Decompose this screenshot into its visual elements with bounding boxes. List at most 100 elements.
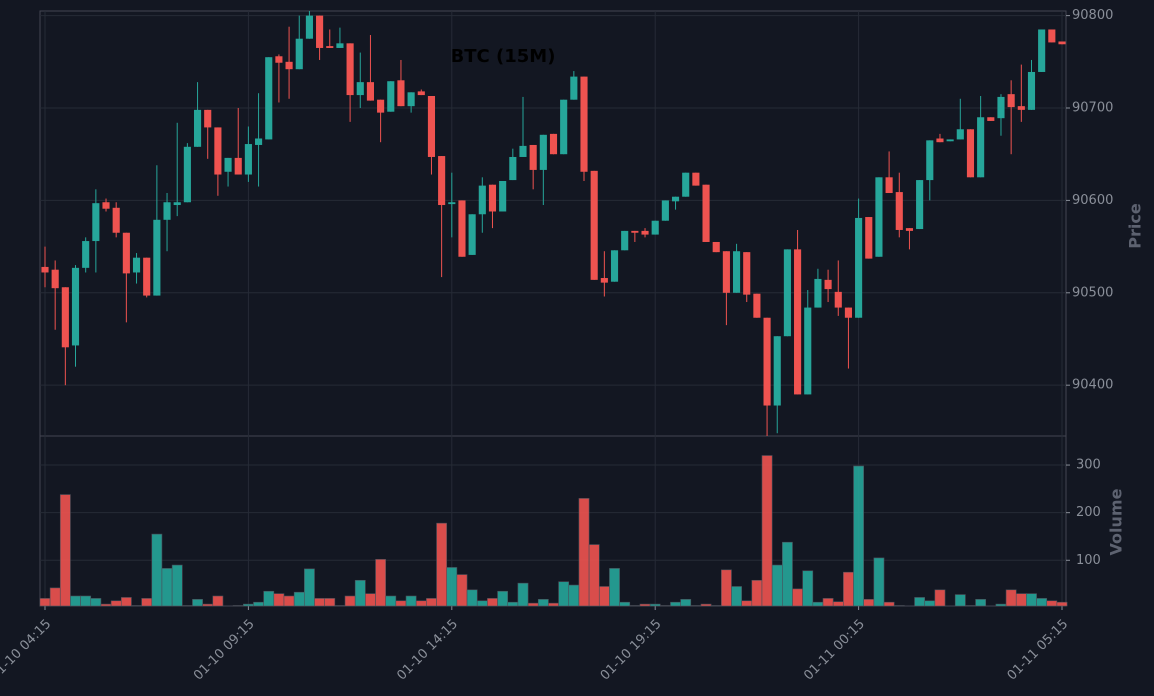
volume-bar <box>161 568 173 607</box>
x-tick-label: 01-11 05:15 <box>1005 617 1072 684</box>
volume-bar <box>853 465 864 607</box>
volume-bar <box>792 588 803 607</box>
volume-bar <box>639 603 651 607</box>
candle-body <box>407 92 415 107</box>
candle-body <box>997 96 1005 119</box>
volume-bar <box>883 601 895 607</box>
volume-bar <box>812 601 824 607</box>
candle-body <box>132 257 141 273</box>
candle-body <box>326 46 334 48</box>
candle-body <box>794 249 802 395</box>
candle-body <box>621 230 629 251</box>
candle-body <box>529 144 537 170</box>
candle-body <box>41 266 49 273</box>
candle-body <box>936 138 944 143</box>
candle-body <box>824 279 832 290</box>
candle-body <box>244 144 252 175</box>
x-tick-label: 01-10 09:15 <box>191 617 258 684</box>
candle-body <box>753 293 761 318</box>
y-tick-label: 90600 <box>1072 193 1113 208</box>
volume-bar <box>253 601 264 607</box>
candle-body <box>356 82 364 96</box>
volume-bar <box>436 522 448 607</box>
candle-body <box>1007 94 1015 108</box>
candle-body <box>519 145 527 157</box>
volume-bar <box>497 590 509 607</box>
volume-bar <box>609 568 620 607</box>
volume-bar <box>375 559 386 607</box>
candle-body <box>783 249 791 337</box>
volume-bar <box>49 587 61 607</box>
candle-body <box>651 220 659 235</box>
volume-bar <box>405 595 417 607</box>
volume-bar <box>110 600 122 607</box>
candle-body <box>580 76 588 172</box>
volume-bar <box>395 600 407 607</box>
candle-body <box>143 257 151 296</box>
volume-bar <box>385 595 397 607</box>
candle-body <box>671 196 680 202</box>
volume-bar <box>914 597 926 607</box>
candle-body <box>122 232 130 274</box>
y-tick-label: 90800 <box>1072 8 1113 23</box>
candle-body <box>631 230 639 233</box>
volume-bar <box>487 598 498 607</box>
volume-bar <box>782 541 793 607</box>
candle-body <box>92 203 100 242</box>
candle-body <box>265 57 273 140</box>
candle-body <box>682 172 690 197</box>
volume-bar <box>995 603 1007 607</box>
volume-bar <box>293 591 305 607</box>
candle-body <box>977 117 985 178</box>
candle-body <box>590 170 598 280</box>
volume-bar <box>273 593 285 607</box>
candle-body <box>743 252 751 295</box>
volume-bar <box>649 603 661 607</box>
candle-body <box>275 56 283 63</box>
volume-bar <box>1036 598 1048 607</box>
volume-bar <box>243 603 254 607</box>
volume-bar <box>476 600 488 607</box>
candle-body <box>966 129 975 178</box>
candle-body <box>661 200 669 221</box>
x-tick-label: 01-10 04:15 <box>0 617 54 684</box>
volume-tick-label: 100 <box>1076 553 1101 568</box>
candle-body <box>539 134 547 170</box>
candle-body <box>905 228 914 231</box>
volume-tick-label: 200 <box>1076 505 1101 520</box>
x-tick-label: 01-10 19:15 <box>598 617 665 684</box>
volume-bar <box>741 600 753 607</box>
volume-bar <box>751 579 763 607</box>
candle-body <box>885 177 893 194</box>
volume-bar <box>1005 589 1017 607</box>
candle-body <box>448 202 456 205</box>
volume-bar <box>304 568 315 607</box>
volume-bar <box>426 598 437 607</box>
candle-body <box>387 81 395 112</box>
volume-bar <box>548 602 559 607</box>
volume-bar <box>934 589 946 607</box>
candle-body <box>987 117 995 121</box>
candle-body <box>377 99 385 113</box>
volume-bar <box>924 600 936 607</box>
candle-body <box>641 230 649 235</box>
volume-bar <box>700 603 712 607</box>
volume-bar <box>771 564 783 607</box>
volume-bar <box>171 564 183 607</box>
volume-bar <box>822 598 834 607</box>
volume-bar <box>721 569 732 607</box>
candle-body <box>926 140 934 181</box>
candle-body <box>509 156 517 181</box>
volume-bar <box>558 581 570 607</box>
candle-body <box>956 129 964 140</box>
candle-body <box>183 146 191 203</box>
candle-body <box>855 217 863 318</box>
candle-body <box>346 43 354 96</box>
candle-body <box>336 43 344 48</box>
volume-bar <box>202 603 214 607</box>
candle-body <box>1048 29 1056 43</box>
volume-bar <box>731 586 742 607</box>
candle-body <box>234 157 242 175</box>
price-panel <box>39 10 1067 437</box>
